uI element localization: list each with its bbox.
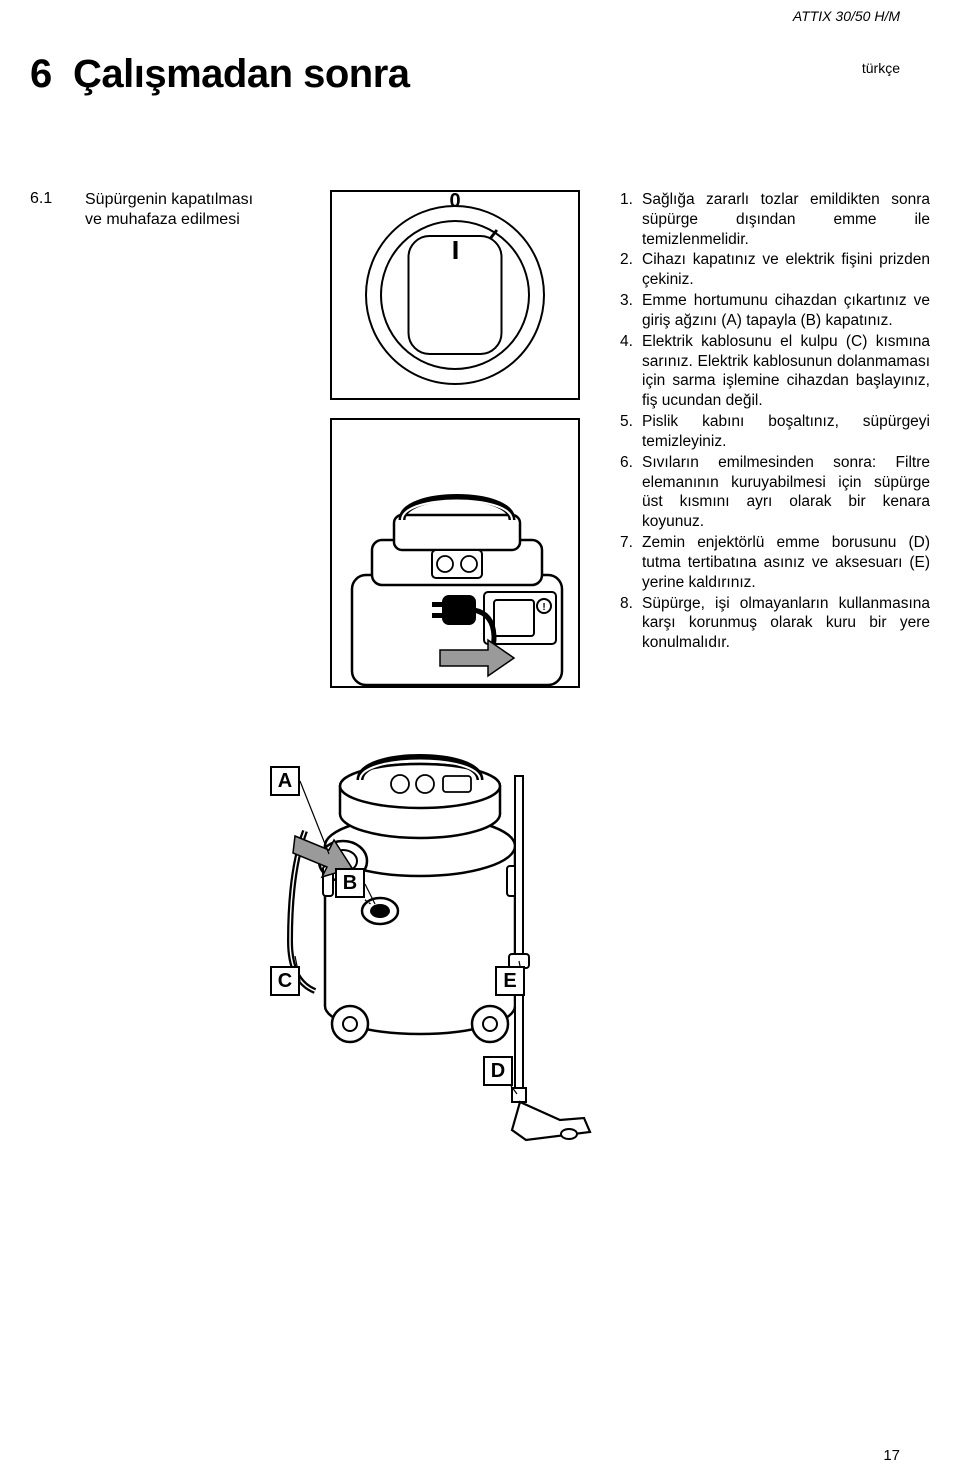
section-row: 6.1 Süpürgenin kapatılması ve muhafaza e… bbox=[30, 190, 930, 1166]
instruction-text: Emme hortumunu cihazdan çıkartınız ve gi… bbox=[642, 291, 930, 331]
figure-dial: 0 I bbox=[330, 190, 580, 400]
label-c: C bbox=[270, 966, 300, 996]
instruction-item: 5.Pislik kabını boşaltınız, süpürgeyi te… bbox=[620, 412, 930, 452]
section-title: Süpürgenin kapatılması ve muhafaza edilm… bbox=[85, 190, 270, 1166]
instruction-item: 1.Sağlığa zararlı tozlar emildikten sonr… bbox=[620, 190, 930, 249]
page: ATTIX 30/50 H/M türkçe 6 Çalışmadan sonr… bbox=[0, 0, 960, 1484]
header-model: ATTIX 30/50 H/M bbox=[793, 8, 900, 24]
instruction-item: 4.Elektrik kablosunu el kulpu (C) kısmın… bbox=[620, 332, 930, 411]
figure-plug-storage: ! bbox=[330, 418, 580, 688]
instruction-item: 7.Zemin enjektörlü emme borusunu (D) tut… bbox=[620, 533, 930, 592]
label-b: B bbox=[335, 868, 365, 898]
instruction-item: 3.Emme hortumunu cihazdan çıkartınız ve … bbox=[620, 291, 930, 331]
instruction-text: Sıvıların emilmesinden sonra: Filtre ele… bbox=[642, 453, 930, 532]
chapter-heading: 6 Çalışmadan sonra bbox=[30, 52, 410, 97]
instruction-text: Cihazı kapatınız ve elektrik fişini priz… bbox=[642, 250, 930, 290]
chapter-number: 6 bbox=[30, 52, 52, 96]
figures-column: 0 I bbox=[270, 190, 620, 1166]
chapter-title: Çalışmadan sonra bbox=[73, 52, 410, 96]
instruction-item: 8.Süpürge, işi olmayanların kullanmasına… bbox=[620, 594, 930, 653]
label-d: D bbox=[483, 1056, 513, 1086]
instruction-text: Pislik kabını boşaltınız, süpürgeyi temi… bbox=[642, 412, 930, 452]
instructions-list: 1.Sağlığa zararlı tozlar emildikten sonr… bbox=[620, 190, 930, 653]
section-number: 6.1 bbox=[30, 190, 85, 1166]
svg-text:!: ! bbox=[542, 602, 545, 613]
instruction-item: 2.Cihazı kapatınız ve elektrik fişini pr… bbox=[620, 250, 930, 290]
instruction-item: 6.Sıvıların emilmesinden sonra: Filtre e… bbox=[620, 453, 930, 532]
instruction-text: Zemin enjektörlü emme borusunu (D) tutma… bbox=[642, 533, 930, 592]
label-a: A bbox=[270, 766, 300, 796]
instruction-text: Elektrik kablosunu el kulpu (C) kısmına … bbox=[642, 332, 930, 411]
instruction-text: Sağlığa zararlı tozlar emildikten sonra … bbox=[642, 190, 930, 249]
language-label: türkçe bbox=[862, 60, 900, 76]
instruction-text: Süpürge, işi olmayanların kullanmasına k… bbox=[642, 594, 930, 653]
vacuum-full-illustration bbox=[265, 706, 605, 1166]
page-number: 17 bbox=[883, 1447, 900, 1464]
label-e: E bbox=[495, 966, 525, 996]
dial-notch bbox=[453, 241, 457, 259]
vacuum-plug-illustration: ! bbox=[332, 420, 580, 688]
dial-panel bbox=[408, 235, 503, 355]
instructions-column: 1.Sağlığa zararlı tozlar emildikten sonr… bbox=[620, 190, 930, 1166]
figure-vacuum-labeled: A B C E D bbox=[265, 706, 605, 1166]
